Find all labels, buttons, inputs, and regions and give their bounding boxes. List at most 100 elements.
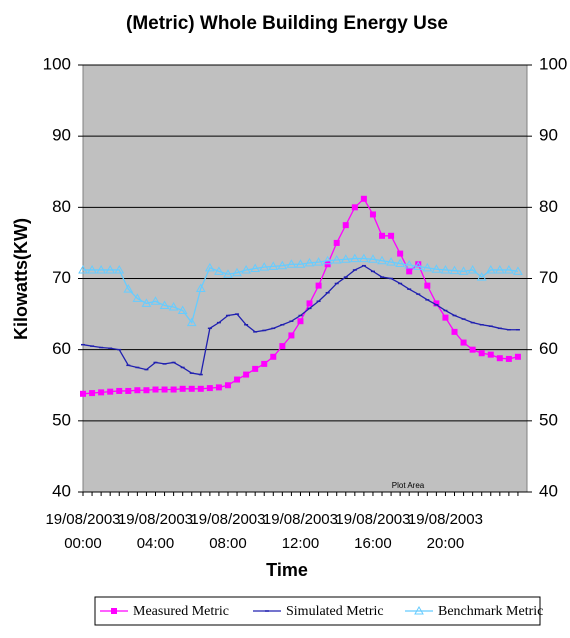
y2-tick-label: 50 (539, 410, 558, 429)
marker (414, 605, 424, 615)
marker (476, 272, 487, 281)
marker (89, 390, 96, 397)
marker (322, 255, 333, 265)
marker (415, 261, 422, 268)
marker (505, 355, 512, 362)
marker (449, 265, 460, 275)
y2-tick-label: 40 (539, 481, 558, 500)
marker (397, 250, 404, 257)
legend-label: Measured Metric (133, 604, 229, 619)
marker (379, 232, 386, 239)
marker (333, 239, 340, 246)
marker (186, 317, 197, 327)
x-tick-label: 19/08/2003 20:00 (407, 511, 483, 552)
y-tick-label: 50 (52, 410, 71, 429)
marker (433, 300, 440, 307)
marker (422, 262, 433, 272)
x-tick-label: 19/08/2003 00:00 (45, 511, 121, 552)
marker (241, 264, 251, 274)
marker (243, 371, 250, 378)
marker (442, 314, 449, 321)
marker (179, 385, 186, 392)
marker (204, 262, 215, 272)
marker (496, 355, 503, 362)
y-tick-label: 40 (52, 481, 71, 500)
marker (224, 382, 231, 389)
y-tick-label: 60 (52, 339, 71, 358)
y-tick-label: 90 (52, 126, 71, 145)
marker (304, 257, 315, 267)
x-axis-label: Time (266, 560, 308, 580)
marker (234, 376, 241, 383)
marker (277, 260, 288, 270)
marker (359, 253, 369, 263)
marker (152, 386, 159, 393)
marker (177, 305, 188, 315)
marker (141, 298, 152, 307)
marker (78, 264, 88, 274)
marker (487, 351, 494, 358)
marker (214, 266, 224, 275)
marker (368, 254, 378, 263)
y2-tick-label: 60 (539, 339, 558, 358)
y2-tick-label: 100 (539, 54, 567, 73)
marker (431, 264, 442, 273)
marker (467, 264, 478, 274)
x-tick-label: 19/08/2003 08:00 (190, 511, 266, 552)
x-tick-label: 19/08/2003 04:00 (117, 511, 194, 552)
y-axis-label: Kilowatts(KW) (11, 218, 31, 340)
marker (259, 262, 270, 271)
marker (386, 257, 396, 266)
marker (342, 222, 349, 229)
marker (161, 386, 168, 393)
marker (125, 387, 132, 394)
marker (206, 385, 213, 392)
marker (504, 264, 514, 274)
legend-label: Benchmark Metric (438, 604, 543, 619)
marker (252, 365, 259, 372)
marker (123, 284, 134, 293)
marker (395, 258, 406, 268)
marker (168, 301, 179, 311)
marker (513, 266, 523, 275)
y-tick-label: 100 (43, 54, 71, 73)
marker (469, 346, 476, 353)
marker (478, 350, 485, 357)
marker (349, 253, 360, 263)
y-tick-label: 70 (52, 268, 71, 287)
y-tick-label: 80 (52, 197, 71, 216)
marker (514, 353, 521, 360)
marker (188, 385, 195, 392)
marker (451, 328, 458, 335)
marker (96, 264, 106, 274)
marker (424, 282, 431, 289)
marker (250, 263, 261, 273)
marker (215, 384, 222, 391)
marker (331, 254, 342, 264)
marker (114, 264, 125, 274)
marker (413, 261, 424, 270)
marker (288, 332, 295, 339)
marker (116, 387, 123, 394)
chart-title: (Metric) Whole Building Energy Use (126, 13, 448, 34)
series-line (83, 257, 519, 325)
marker (306, 300, 313, 307)
marker (315, 282, 322, 289)
marker (351, 204, 358, 211)
marker (270, 353, 277, 360)
marker (458, 266, 469, 275)
marker (494, 264, 505, 274)
marker (132, 293, 143, 302)
marker (313, 257, 324, 266)
marker (159, 300, 170, 310)
marker (324, 261, 331, 268)
marker (105, 264, 116, 274)
y2-tick-label: 90 (539, 126, 558, 145)
marker (111, 608, 117, 614)
x-tick-label: 19/08/2003 16:00 (335, 511, 411, 552)
marker (406, 268, 413, 275)
marker (87, 264, 97, 274)
legend-label: Simulated Metric (286, 604, 384, 619)
y2-tick-label: 70 (539, 268, 558, 287)
